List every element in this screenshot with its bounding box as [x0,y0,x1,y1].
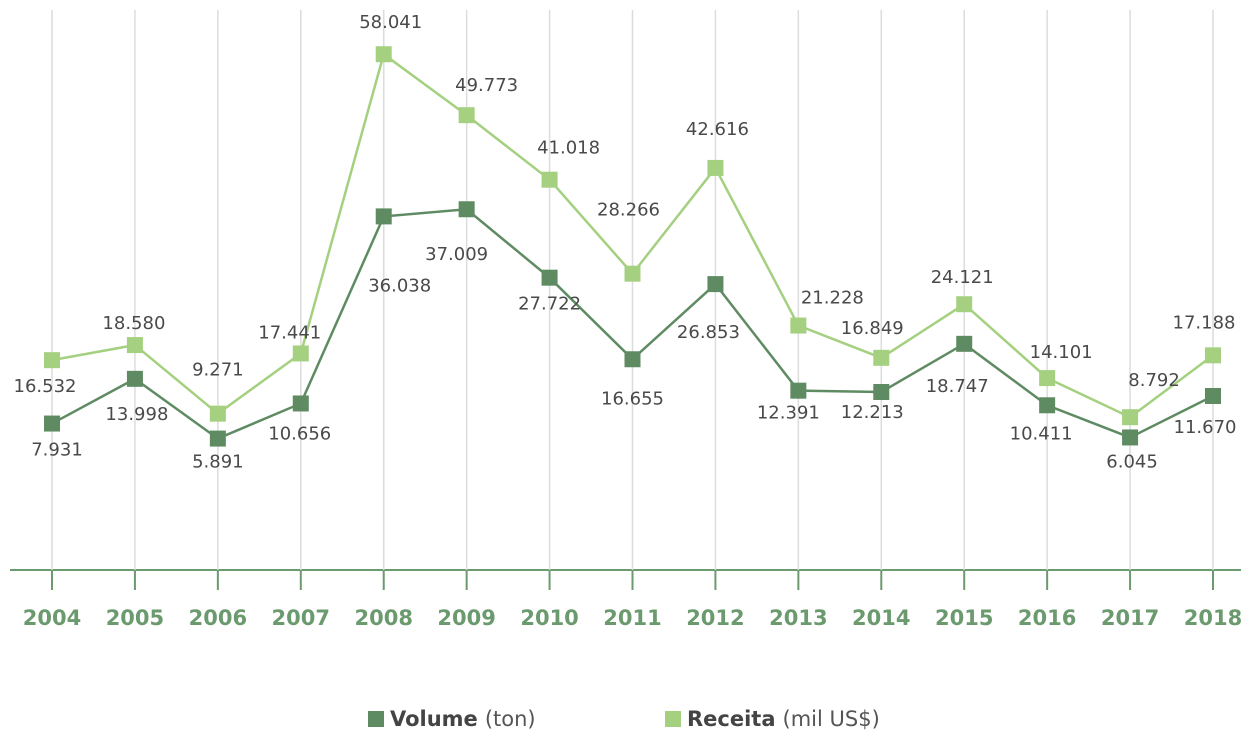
marker [956,335,973,352]
marker [541,171,558,188]
value-label: 16.655 [601,388,664,409]
marker [624,265,641,282]
marker [44,352,60,369]
value-label: 27.722 [518,294,581,315]
legend-swatch [368,711,384,727]
value-label: 10.656 [268,423,331,444]
marker [209,405,226,422]
value-label: 7.931 [31,440,83,461]
legend-swatch [665,711,681,727]
marker [292,395,309,412]
value-label: 5.891 [192,452,244,473]
legend-name: Receita [687,707,776,731]
value-label: 42.616 [686,119,749,140]
x-tick-label: 2011 [603,606,661,630]
marker [375,46,392,63]
marker [126,337,143,354]
value-label: 12.213 [841,402,904,423]
legend-label: Volume (ton) [390,707,536,731]
marker [790,382,807,399]
value-label: 26.853 [677,322,740,343]
legend-unit: (ton) [485,707,536,731]
value-label: 21.228 [801,288,864,309]
value-label: 17.441 [258,322,321,343]
x-tick-label: 2007 [272,606,330,630]
legend-unit: (mil US$) [783,707,880,731]
marker [1039,370,1056,387]
marker [458,107,475,124]
x-tick-label: 2004 [23,606,81,630]
marker [1205,347,1221,364]
value-label: 16.849 [841,318,904,339]
value-label: 24.121 [931,267,994,288]
value-label: 9.271 [192,360,244,381]
marker [1205,387,1221,404]
value-label: 13.998 [105,404,168,425]
x-tick-label: 2016 [1018,606,1076,630]
value-label: 14.101 [1030,342,1093,363]
marker [126,370,143,387]
value-label: 28.266 [597,200,660,221]
value-label: 18.580 [102,313,165,334]
marker [873,349,890,366]
x-tick-label: 2018 [1184,606,1241,630]
marker [458,201,475,218]
value-label: 8.792 [1128,370,1180,391]
marker [1039,397,1056,414]
value-label: 58.041 [359,12,422,33]
marker [44,415,60,432]
value-label: 10.411 [1010,423,1073,444]
marker [209,430,226,447]
marker [707,276,724,293]
x-tick-label: 2013 [769,606,827,630]
x-tick-label: 2008 [354,606,412,630]
x-tick-label: 2017 [1101,606,1159,630]
marker [1122,429,1139,446]
marker [541,269,558,286]
legend-name: Volume [390,707,478,731]
x-tick-label: 2014 [852,606,910,630]
value-label: 18.747 [926,376,989,397]
value-label: 12.391 [757,403,820,424]
value-label: 41.018 [537,138,600,159]
marker [292,345,309,362]
x-tick-label: 2006 [189,606,247,630]
x-tick-label: 2010 [520,606,578,630]
marker [707,159,724,176]
value-label: 17.188 [1173,312,1236,333]
value-label: 6.045 [1106,451,1158,472]
value-label: 49.773 [455,75,518,96]
value-label: 37.009 [425,244,488,265]
x-tick-label: 2012 [686,606,744,630]
marker [375,208,392,225]
marker [1122,409,1139,426]
legend-label: Receita (mil US$) [687,707,880,731]
x-tick-label: 2009 [437,606,495,630]
marker [790,317,807,334]
value-label: 16.532 [14,376,77,397]
value-label: 11.670 [1174,417,1237,438]
marker [873,383,890,400]
marker [956,296,973,313]
x-tick-label: 2005 [106,606,164,630]
x-tick-label: 2015 [935,606,993,630]
value-label: 36.038 [368,275,431,296]
marker [624,351,641,368]
